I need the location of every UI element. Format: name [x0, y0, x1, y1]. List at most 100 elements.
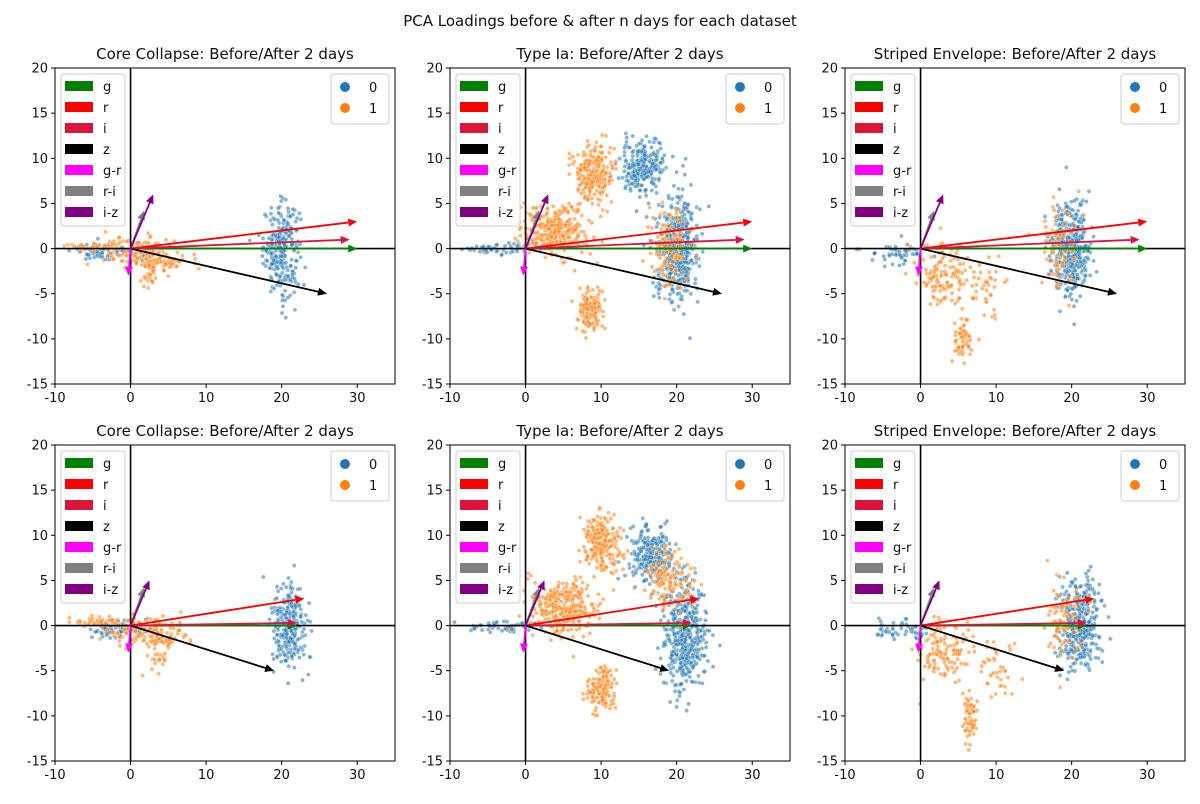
legend-classes-frame	[331, 451, 389, 501]
scatter-point-class-1	[572, 217, 576, 221]
scatter-point-class-1	[596, 592, 600, 596]
scatter-point-class-0	[1069, 292, 1073, 296]
scatter-point-class-0	[303, 265, 307, 269]
scatter-point-class-1	[600, 150, 604, 154]
scatter-point-class-1	[929, 277, 933, 281]
scatter-point-class-1	[987, 255, 991, 259]
scatter-point-class-0	[887, 254, 891, 258]
legend-swatch-g	[65, 81, 93, 91]
scatter-point-class-0	[703, 654, 707, 658]
scatter-point-class-0	[664, 166, 668, 170]
scatter-point-class-1	[656, 579, 660, 583]
scatter-point-class-1	[545, 236, 549, 240]
scatter-point-class-0	[496, 626, 500, 630]
scatter-point-class-1	[959, 283, 963, 287]
scatter-point-class-0	[670, 679, 674, 683]
scatter-point-class-1	[662, 582, 666, 586]
scatter-point-class-1	[950, 291, 954, 295]
scatter-point-class-1	[971, 296, 975, 300]
scatter-point-class-1	[182, 635, 186, 639]
legend-label-i-z: i-z	[893, 206, 908, 221]
y-tick-label: -5	[825, 287, 838, 302]
scatter-point-class-0	[272, 287, 276, 291]
scatter-point-class-1	[683, 579, 687, 583]
legend-label-g-r: g-r	[103, 164, 122, 179]
scatter-point-class-1	[571, 655, 575, 659]
scatter-point-class-1	[554, 614, 558, 618]
scatter-point-class-1	[118, 644, 122, 648]
scatter-point-class-0	[270, 223, 274, 227]
scatter-point-class-1	[570, 299, 574, 303]
scatter-point-class-0	[640, 529, 644, 533]
scatter-point-class-1	[581, 634, 585, 638]
x-tick-label: 10	[198, 768, 215, 783]
scatter-point-class-1	[968, 265, 972, 269]
scatter-point-class-1	[166, 274, 170, 278]
scatter-point-class-1	[586, 679, 590, 683]
scatter-point-class-1	[1061, 233, 1065, 237]
scatter-point-class-1	[592, 518, 596, 522]
scatter-point-class-1	[960, 335, 964, 339]
legend-label-i: i	[103, 499, 107, 514]
x-tick-label: 10	[988, 391, 1005, 406]
scatter-point-class-0	[1079, 264, 1083, 268]
scatter-point-class-0	[697, 592, 701, 596]
scatter-point-class-0	[643, 157, 647, 161]
scatter-point-class-1	[153, 276, 157, 280]
scatter-point-class-0	[1069, 200, 1073, 204]
scatter-point-class-1	[565, 220, 569, 224]
scatter-point-class-0	[641, 169, 645, 173]
scatter-point-class-1	[659, 571, 663, 575]
scatter-point-class-0	[695, 631, 699, 635]
legend-label-r: r	[103, 478, 109, 493]
scatter-point-class-0	[289, 637, 293, 641]
scatter-point-class-0	[704, 611, 708, 615]
scatter-point-class-1	[584, 302, 588, 306]
scatter-point-class-0	[883, 264, 887, 268]
loading-arrow-i	[921, 236, 1140, 249]
y-tick-label: 15	[426, 107, 443, 122]
scatter-point-class-0	[911, 252, 915, 256]
scatter-point-class-0	[647, 169, 651, 173]
scatter-point-class-0	[292, 563, 296, 567]
scatter-point-class-0	[1072, 304, 1076, 308]
scatter-point-class-0	[289, 590, 293, 594]
scatter-point-class-0	[275, 273, 279, 277]
scatter-point-class-0	[627, 562, 631, 566]
scatter-point-class-0	[298, 615, 302, 619]
loading-arrow-z	[131, 626, 275, 672]
scatter-point-class-1	[556, 223, 560, 227]
scatter-point-class-1	[943, 269, 947, 273]
scatter-point-class-0	[284, 237, 288, 241]
scatter-point-class-1	[664, 544, 668, 548]
x-tick-label: 30	[744, 391, 761, 406]
scatter-point-class-0	[689, 660, 693, 664]
scatter-point-class-1	[601, 208, 605, 212]
y-tick-label: 20	[426, 62, 443, 77]
scatter-point-class-1	[151, 639, 155, 643]
scatter-point-class-1	[578, 608, 582, 612]
legend-swatch-z	[460, 144, 488, 154]
scatter-point-class-1	[1068, 274, 1072, 278]
y-tick-label: 10	[31, 152, 48, 167]
scatter-point-class-0	[670, 653, 674, 657]
scatter-point-class-1	[139, 279, 143, 283]
legend-label-i-z: i-z	[498, 206, 513, 221]
scatter-point-class-1	[957, 287, 961, 291]
scatter-point-class-1	[601, 315, 605, 319]
scatter-point-class-0	[621, 176, 625, 180]
scatter-point-class-1	[585, 297, 589, 301]
scatter-point-class-1	[950, 283, 954, 287]
y-tick-label: -10	[27, 709, 48, 724]
scatter-point-class-1	[588, 690, 592, 694]
scatter-point-class-1	[601, 698, 605, 702]
scatter-point-class-0	[656, 646, 660, 650]
scatter-point-class-1	[146, 231, 150, 235]
scatter-point-class-0	[695, 603, 699, 607]
scatter-point-class-0	[263, 212, 267, 216]
legend-swatch-r	[65, 479, 93, 489]
legend-label-class-0: 0	[1159, 81, 1167, 96]
scatter-point-class-0	[687, 629, 691, 633]
scatter-point-class-1	[609, 685, 613, 689]
scatter-point-class-1	[979, 270, 983, 274]
